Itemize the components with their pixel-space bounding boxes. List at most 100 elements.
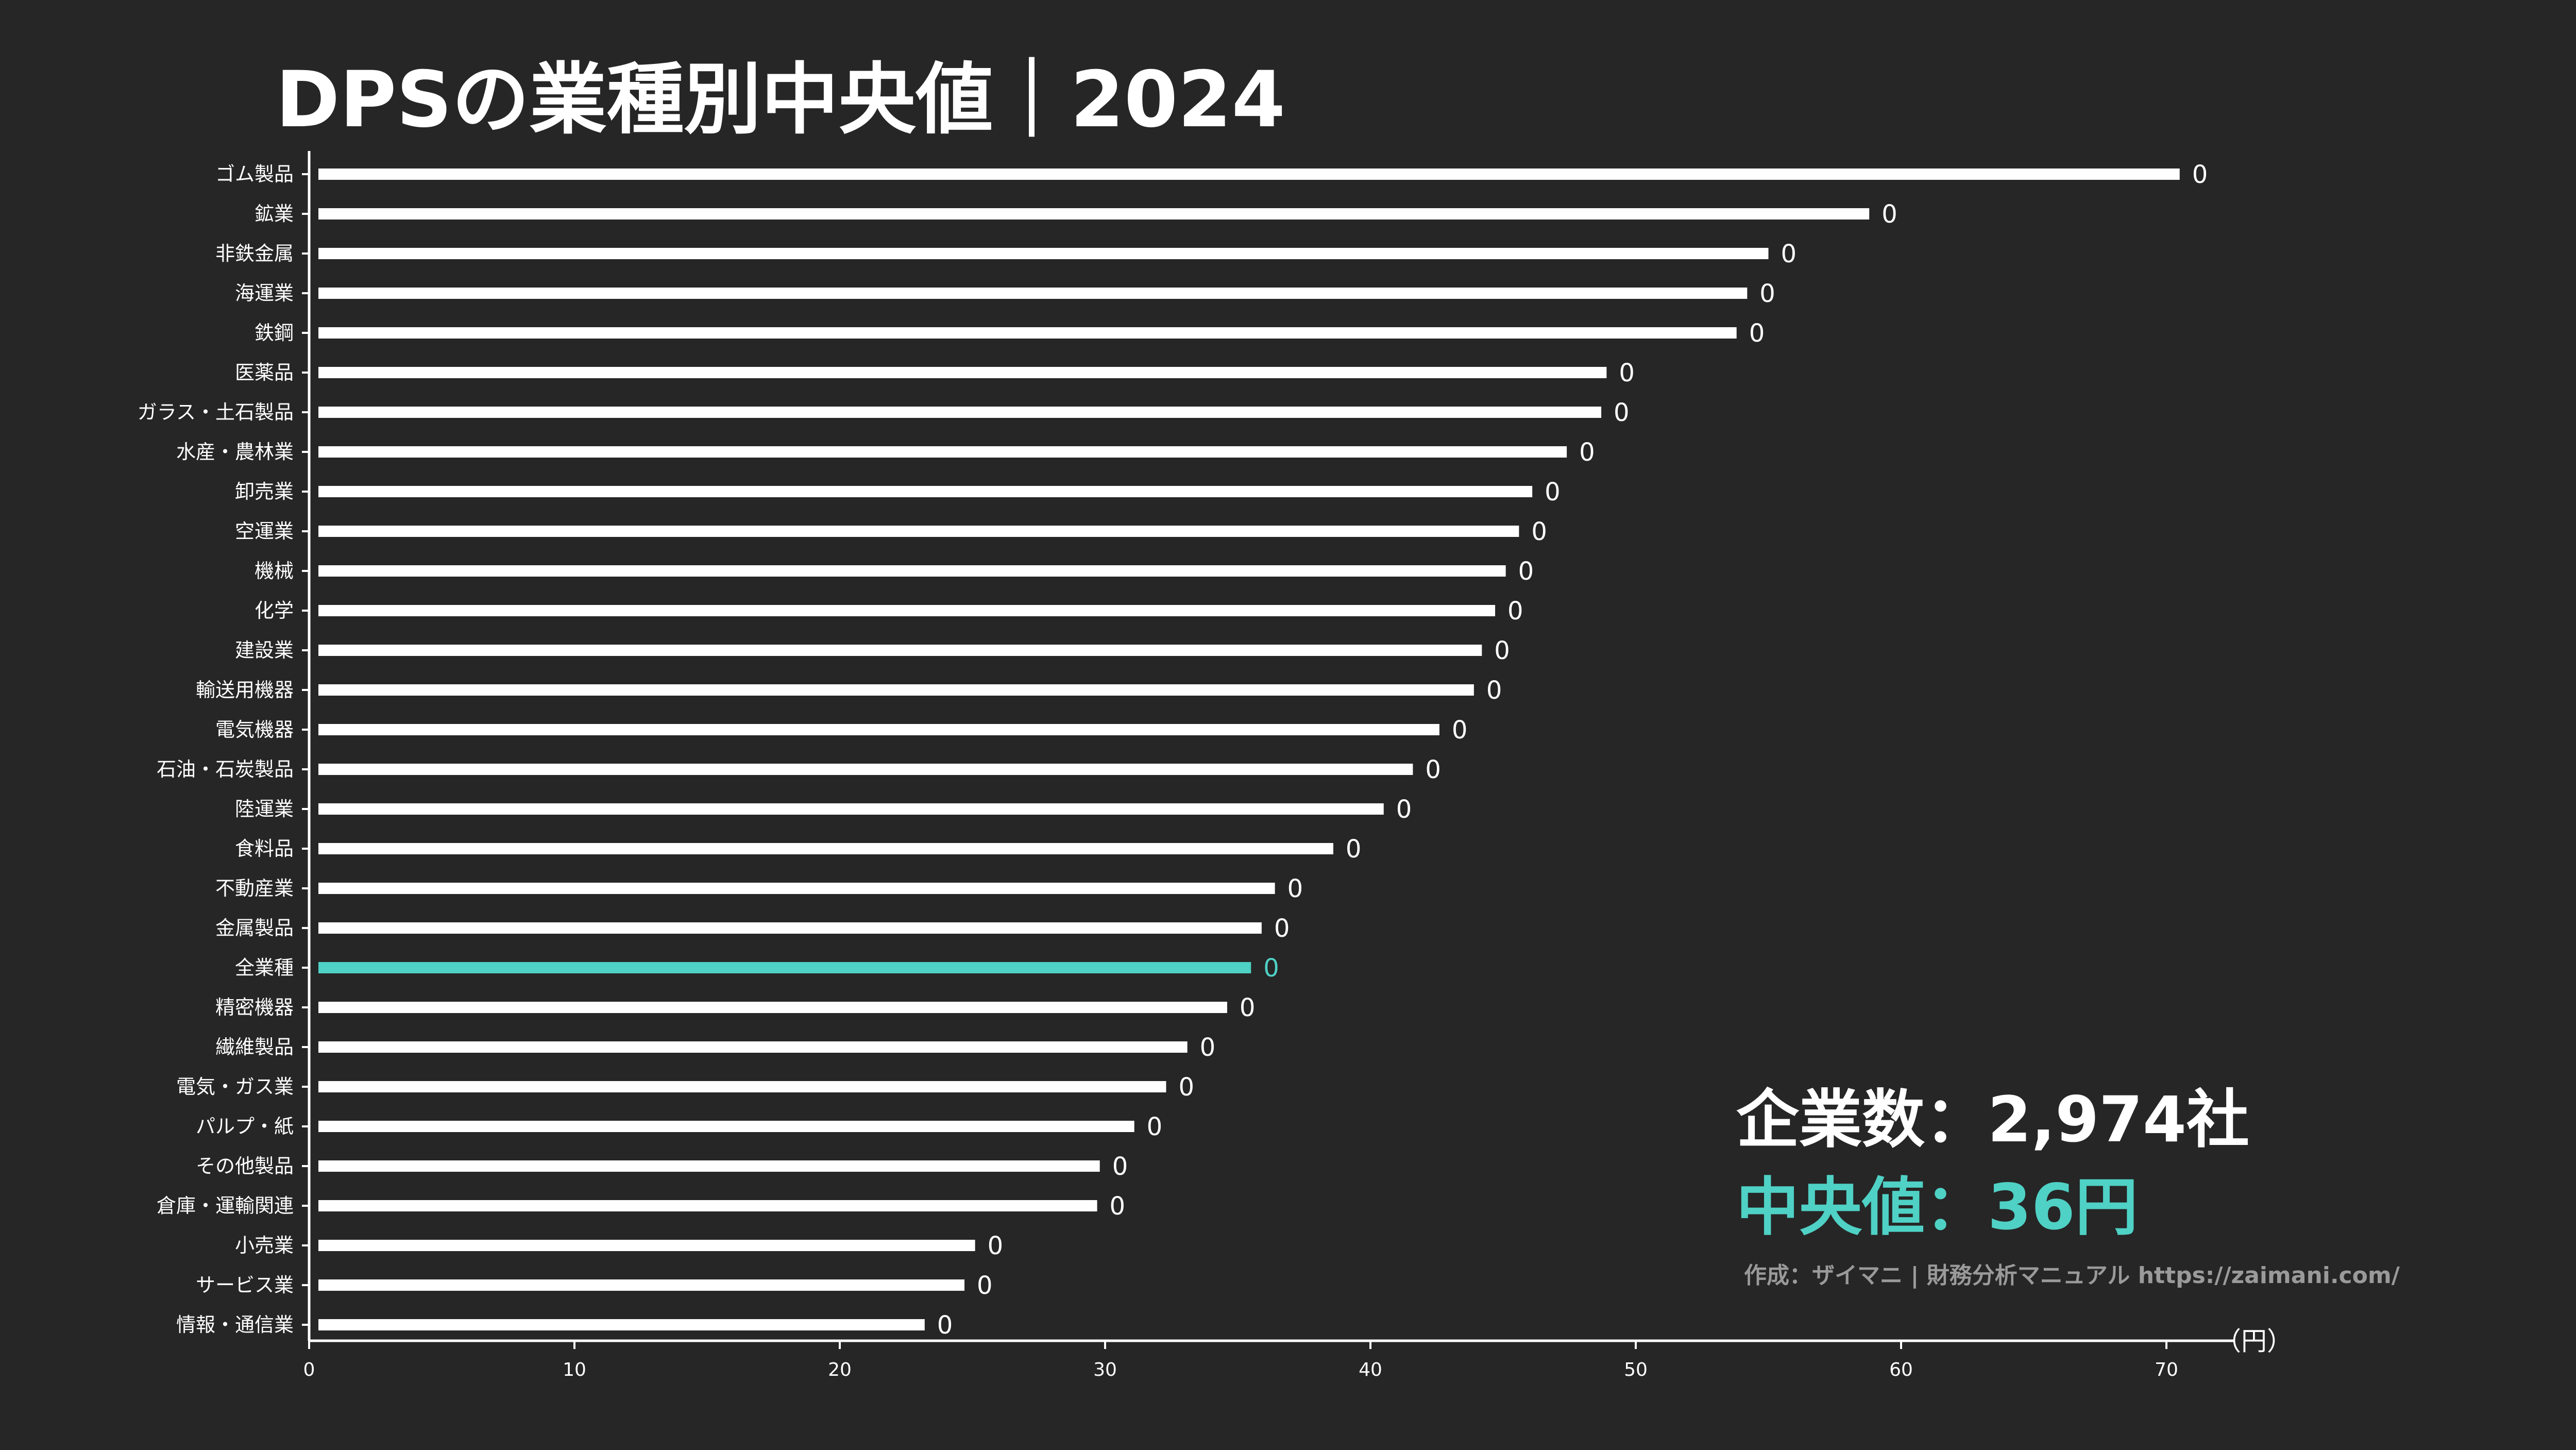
- bar-series: [318, 168, 2180, 1330]
- value-label: 0: [1486, 676, 1502, 705]
- value-label: 0: [1396, 795, 1412, 824]
- value-label: 0: [1112, 1152, 1128, 1181]
- bar: [318, 1319, 925, 1330]
- x-tick-label: 50: [1624, 1359, 1648, 1380]
- bar: [318, 883, 1275, 894]
- category-label: ゴム製品: [215, 163, 294, 186]
- company-count-stat: 企業数：2,974社: [1736, 1083, 2249, 1156]
- bar: [318, 526, 1519, 537]
- value-label: 0: [1452, 716, 1468, 745]
- category-label: ガラス・土石製品: [138, 401, 294, 424]
- bar: [318, 1160, 1100, 1172]
- bar: [318, 1240, 975, 1251]
- category-label: 陸運業: [235, 798, 294, 820]
- value-label: 0: [1882, 200, 1897, 229]
- value-label: 0: [1614, 398, 1630, 427]
- category-label: 倉庫・運輸関連: [157, 1194, 294, 1217]
- category-label: 繊維製品: [215, 1036, 294, 1058]
- bar: [318, 803, 1384, 815]
- value-label: 0: [937, 1311, 953, 1340]
- value-label: 0: [1781, 240, 1797, 268]
- credit-text: 作成：ザイマニ | 財務分析マニュアル https://zaimani.com/: [1744, 1262, 2400, 1289]
- bar: [318, 1002, 1227, 1013]
- value-label: 0: [1759, 279, 1775, 308]
- category-label: 電気・ガス業: [176, 1075, 294, 1098]
- bar: [318, 367, 1607, 378]
- bar: [318, 724, 1439, 735]
- chart-axes: [302, 151, 2234, 1342]
- category-label: その他製品: [196, 1155, 294, 1177]
- value-label: 0: [1178, 1073, 1194, 1102]
- category-label: 輸送用機器: [196, 679, 294, 701]
- value-label: 0: [1425, 755, 1441, 784]
- value-label: 0: [1494, 636, 1510, 665]
- bar: [318, 288, 1748, 299]
- value-label: 0: [1531, 517, 1547, 546]
- category-label: 水産・農林業: [176, 441, 294, 463]
- category-label: 海運業: [235, 282, 294, 305]
- bar: [318, 407, 1602, 418]
- value-label: 0: [2192, 160, 2208, 189]
- category-label: 鉱業: [255, 203, 294, 225]
- value-label: 0: [977, 1271, 993, 1300]
- x-tick-label: 10: [563, 1359, 586, 1380]
- x-tick-label: 40: [1359, 1359, 1382, 1380]
- value-label: 0: [1507, 597, 1523, 626]
- category-label: 卸売業: [235, 480, 294, 503]
- category-label: 鉄鋼: [255, 322, 294, 344]
- value-label: 0: [1346, 835, 1362, 864]
- category-label: 食料品: [235, 837, 294, 860]
- category-label: 電気機器: [215, 718, 294, 741]
- value-label: 0: [1287, 874, 1303, 903]
- value-label: 0: [1110, 1192, 1126, 1221]
- bar: [318, 565, 1506, 577]
- category-label: 金属製品: [215, 917, 294, 939]
- category-label: 不動産業: [215, 877, 294, 900]
- value-label: 0: [1619, 359, 1635, 387]
- bar: [318, 327, 1737, 339]
- bar: [318, 1200, 1097, 1211]
- category-label: パルプ・紙: [196, 1115, 294, 1138]
- x-tick-label: 20: [828, 1359, 852, 1380]
- category-label: 情報・通信業: [176, 1313, 294, 1336]
- x-tick-label: 70: [2155, 1359, 2178, 1380]
- category-label: 化学: [255, 599, 294, 622]
- value-label: 0: [1240, 993, 1256, 1022]
- bar: [318, 1081, 1166, 1092]
- value-label: 0: [1274, 914, 1290, 943]
- x-axis-ticks: 0 10 20 30 40 50 60 70: [303, 1341, 2178, 1380]
- bar: [318, 605, 1496, 616]
- bar: [318, 486, 1533, 497]
- category-label: 建設業: [235, 639, 294, 662]
- x-tick-label: 60: [1889, 1359, 1913, 1380]
- value-label: 0: [1545, 478, 1561, 507]
- value-label: 0: [1749, 319, 1765, 348]
- category-label: 小売業: [235, 1234, 294, 1257]
- value-label: 0: [1200, 1033, 1216, 1062]
- x-tick-label: 30: [1093, 1359, 1117, 1380]
- bar: [318, 645, 1482, 656]
- value-label: 0: [1518, 557, 1534, 586]
- bar: [318, 208, 1870, 220]
- x-tick-label: 0: [303, 1359, 315, 1380]
- bar: [318, 168, 2180, 180]
- value-label: 0: [1579, 438, 1595, 467]
- category-labels: ゴム製品鉱業非鉄金属海運業鉄鋼医薬品ガラス・土石製品水産・農林業卸売業空運業機械…: [138, 163, 294, 1336]
- category-label: 精密機器: [215, 996, 294, 1019]
- bar: [318, 1279, 965, 1291]
- category-label: 石油・石炭製品: [157, 758, 294, 781]
- bar: [318, 843, 1333, 854]
- chart-title: DPSの業種別中央値｜2024: [276, 55, 1285, 145]
- category-label: 医薬品: [235, 361, 294, 384]
- x-axis-unit-label: （円）: [2215, 1326, 2293, 1356]
- value-label: 0: [1263, 954, 1279, 983]
- bar: [318, 248, 1769, 259]
- bar: [318, 922, 1262, 934]
- category-label: 機械: [255, 560, 294, 582]
- bar-highlight: [318, 962, 1251, 973]
- category-label: 全業種: [235, 956, 294, 979]
- value-label: 0: [988, 1232, 1004, 1260]
- category-label: サービス業: [196, 1274, 294, 1296]
